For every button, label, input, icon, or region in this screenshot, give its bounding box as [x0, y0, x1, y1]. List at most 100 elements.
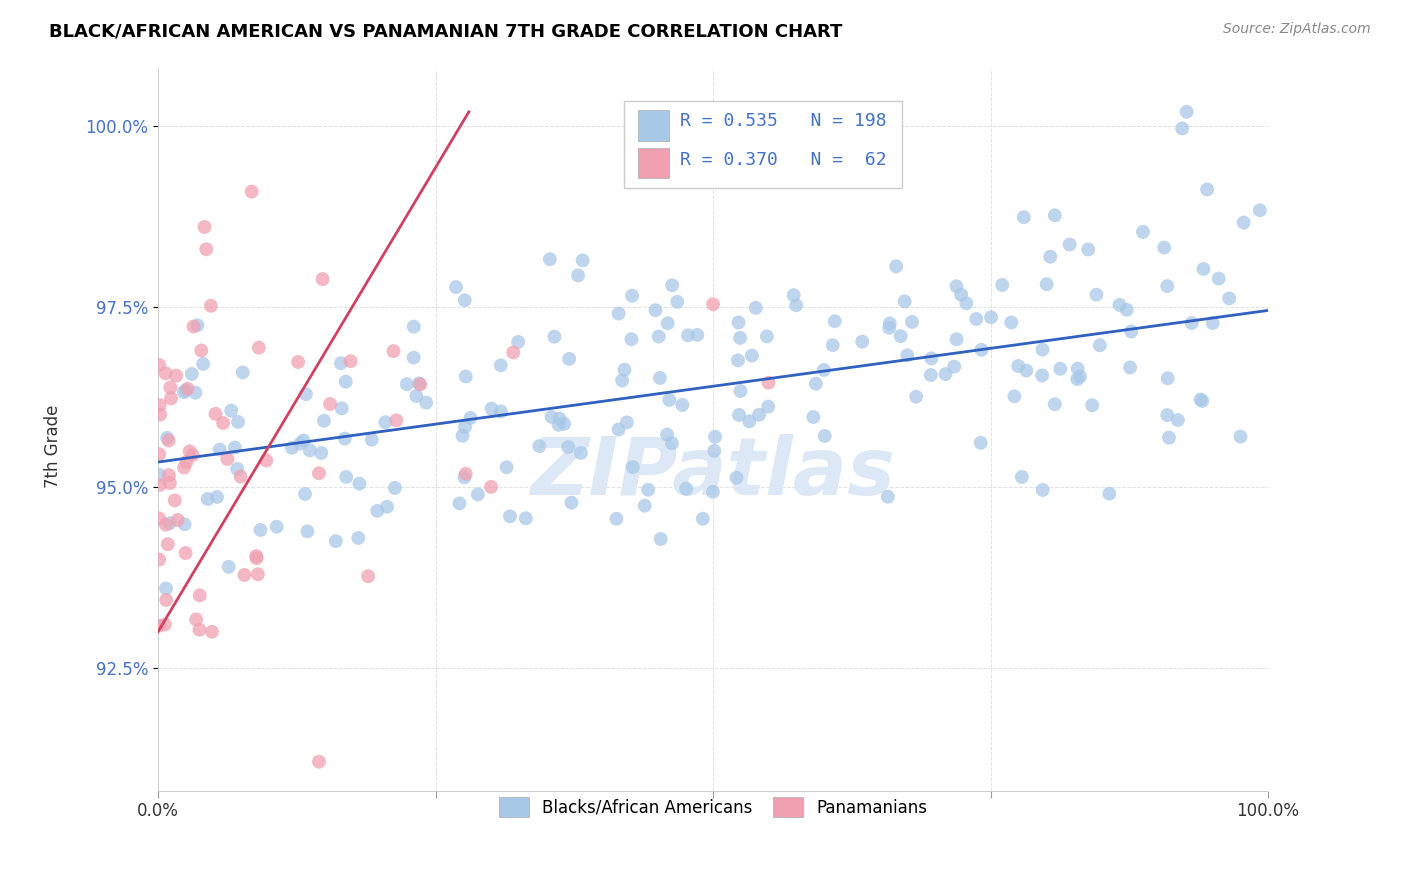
Point	[813, 363, 835, 377]
Point	[308, 755, 330, 769]
Point	[748, 408, 770, 422]
Point	[246, 567, 269, 582]
Point	[184, 385, 207, 400]
Point	[657, 316, 679, 330]
Point	[319, 397, 342, 411]
Point	[605, 512, 627, 526]
Point	[183, 319, 205, 334]
Point	[454, 293, 477, 308]
Point	[204, 407, 226, 421]
Point	[814, 429, 837, 443]
Point	[540, 409, 562, 424]
Point	[702, 484, 724, 499]
Point	[529, 439, 551, 453]
Point	[905, 390, 928, 404]
Point	[333, 432, 356, 446]
Point	[176, 382, 198, 396]
Point	[157, 434, 180, 448]
Point	[955, 296, 977, 310]
Point	[1208, 271, 1230, 285]
Point	[329, 356, 352, 370]
Point	[155, 366, 177, 380]
Point	[1002, 389, 1025, 403]
Point	[515, 511, 537, 525]
Point	[616, 416, 638, 430]
Point	[287, 355, 309, 369]
Point	[467, 487, 489, 501]
Point	[308, 467, 330, 481]
Point	[201, 624, 224, 639]
Point	[1202, 316, 1225, 330]
Point	[148, 358, 170, 372]
Point	[675, 482, 697, 496]
Point	[557, 440, 579, 454]
Bar	[637, 111, 669, 141]
Point	[950, 287, 973, 301]
Point	[360, 433, 382, 447]
Point	[1119, 360, 1142, 375]
Point	[349, 476, 371, 491]
Point	[155, 593, 177, 607]
Point	[571, 253, 593, 268]
Point	[1088, 338, 1111, 352]
Point	[1081, 398, 1104, 412]
Point	[148, 447, 170, 461]
Point	[174, 546, 197, 560]
Point	[658, 392, 681, 407]
Text: BLACK/AFRICAN AMERICAN VS PANAMANIAN 7TH GRADE CORRELATION CHART: BLACK/AFRICAN AMERICAN VS PANAMANIAN 7TH…	[49, 22, 842, 40]
Point	[366, 504, 388, 518]
Point	[186, 318, 208, 333]
Point	[508, 334, 530, 349]
Point	[1085, 287, 1108, 301]
Point	[163, 493, 186, 508]
Point	[730, 384, 752, 398]
Point	[634, 499, 657, 513]
Point	[945, 332, 967, 346]
Point	[1156, 408, 1178, 422]
Point	[1031, 343, 1053, 357]
Point	[176, 455, 198, 469]
Point	[801, 410, 824, 425]
Point	[648, 371, 671, 385]
Point	[728, 331, 751, 345]
Point	[357, 569, 380, 583]
Point	[934, 367, 956, 381]
Point	[851, 334, 873, 349]
Point	[311, 272, 333, 286]
Point	[405, 389, 427, 403]
Point	[1229, 429, 1251, 443]
Point	[149, 467, 172, 482]
Point	[402, 351, 425, 365]
Point	[650, 532, 672, 546]
Point	[149, 408, 172, 422]
Point	[943, 359, 966, 374]
Point	[311, 446, 333, 460]
Point	[325, 534, 347, 549]
Point	[149, 398, 172, 412]
Point	[266, 519, 288, 533]
Point	[1218, 292, 1240, 306]
Point	[218, 559, 240, 574]
Point	[1032, 483, 1054, 497]
Point	[245, 551, 267, 566]
Point	[165, 368, 187, 383]
Point	[1156, 279, 1178, 293]
Point	[896, 348, 918, 362]
Point	[481, 401, 503, 416]
Point	[495, 460, 517, 475]
Point	[920, 368, 942, 382]
Text: ZIPatlas: ZIPatlas	[530, 434, 896, 512]
Point	[489, 359, 512, 373]
Point	[212, 416, 235, 430]
Point	[190, 343, 212, 358]
Point	[240, 185, 263, 199]
Point	[290, 436, 312, 450]
Point	[785, 298, 807, 312]
Point	[395, 377, 418, 392]
Point	[148, 511, 170, 525]
Point	[1066, 372, 1088, 386]
Point	[945, 279, 967, 293]
Point	[1115, 302, 1137, 317]
Point	[159, 516, 181, 531]
Point	[813, 104, 835, 119]
